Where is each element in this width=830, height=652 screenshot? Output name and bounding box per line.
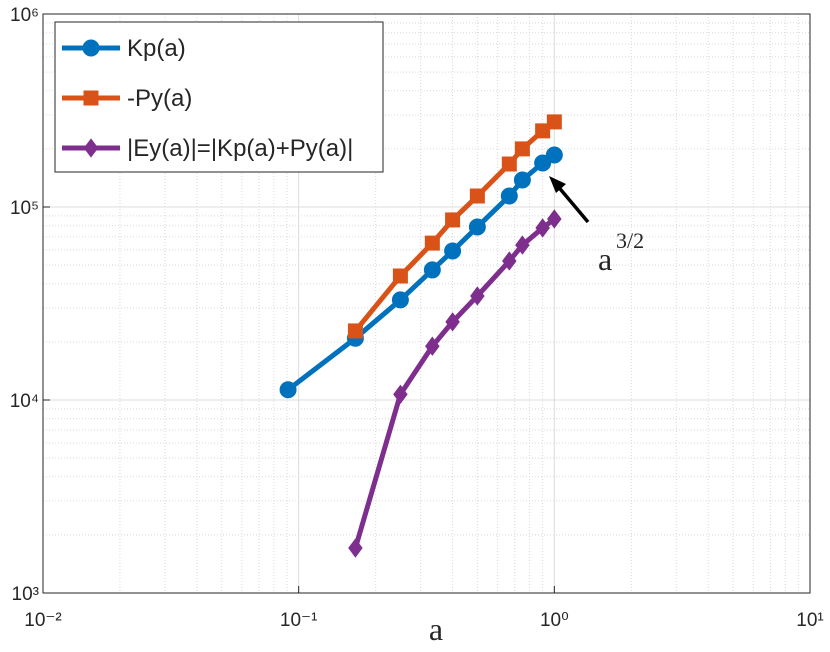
plot-frame [42,13,811,594]
data-point [535,218,550,238]
data-point [392,268,408,284]
y-tick-label: 10⁶ [10,5,39,26]
data-point [515,235,530,255]
y-tick-label: 10³ [12,584,39,605]
x-tick-label: 10⁰ [540,610,569,631]
data-point [279,381,297,399]
series [347,114,562,339]
data-point [547,209,562,229]
data-point [502,251,517,271]
data-point [513,171,531,189]
data-point [393,384,408,404]
data-point [535,123,551,139]
x-tick-label: 10⁻¹ [280,610,318,631]
x-tick-label: 10⁻² [24,610,62,631]
x-tick-label: 10¹ [796,610,823,631]
data-point [501,156,517,172]
data-point [470,286,485,306]
data-point [468,218,486,236]
data-point [514,141,530,157]
legend-marker [83,138,99,158]
data-point [445,312,460,332]
legend-label: Kp(a) [127,35,186,62]
data-point [423,261,441,279]
y-tick-label: 10⁴ [10,391,39,412]
data-point [444,242,462,260]
y-tick-label: 10⁵ [10,198,39,219]
legend: Kp(a) -Py(a) |Ey(a)|=|Kp(a)+Py(a)| [54,21,384,173]
data-point [469,188,485,204]
data-point [445,212,461,228]
data-point [348,538,363,558]
annotation-arrowhead [549,176,566,193]
legend-marker [82,39,100,57]
x-axis-label: a [429,611,443,647]
annotation: a [598,241,612,277]
series [279,146,563,399]
legend-label: -Py(a) [127,85,192,112]
legend-label: |Ey(a)|=|Kp(a)+Py(a)| [127,135,353,162]
data-point [425,336,440,356]
data-point [500,187,518,205]
annotation-exponent: 3/2 [616,228,644,253]
annotation-arrow [554,182,590,224]
data-point [546,114,562,130]
data-point [424,235,440,251]
legend-marker [83,90,99,106]
data-point [347,323,363,339]
data-line [286,152,556,392]
data-point [534,154,552,172]
data-point [391,291,409,309]
data-point [545,146,563,164]
series [348,209,562,558]
